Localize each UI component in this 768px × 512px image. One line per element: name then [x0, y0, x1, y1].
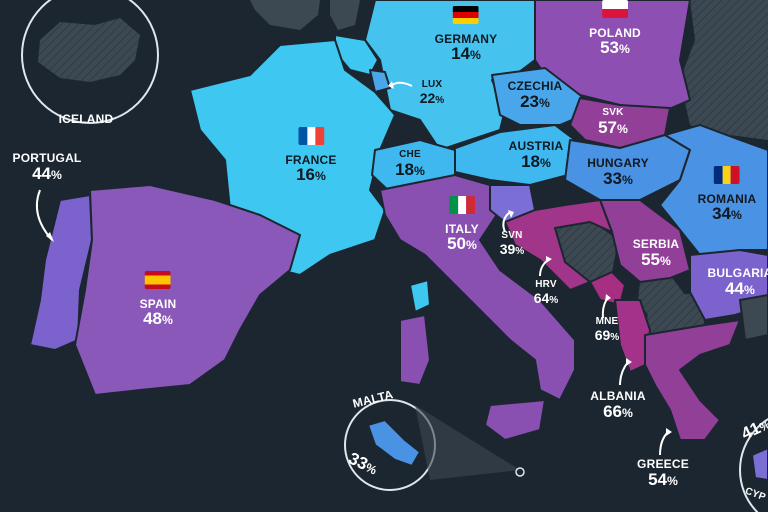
country-value: 50: [447, 234, 467, 254]
cyprus-inset-circle: [739, 418, 768, 512]
country-shape-greece: [644, 319, 741, 441]
country-shape-spain: [74, 184, 301, 396]
bosnia-no-data: [553, 220, 618, 282]
country-shape-cyprus: [751, 447, 768, 481]
label-che: CHE 18%: [395, 149, 425, 179]
label-hrv: HRV 64%: [533, 279, 559, 306]
label-portugal: PORTUGAL 44%: [12, 151, 82, 183]
label-svn: SVN 39%: [499, 230, 525, 257]
country-name: AUSTRIA: [508, 139, 564, 153]
malta-inset-beam: [415, 405, 520, 480]
country-value: 44: [32, 163, 52, 183]
country-shape-sicily: [484, 399, 546, 441]
country-name: CZECHIA: [507, 79, 563, 93]
country-name: SPAIN: [139, 296, 177, 311]
arrow-heads: [46, 81, 672, 436]
country-value: 18: [521, 151, 541, 171]
iceland-shape: [38, 18, 140, 82]
label-lux: LUX 22%: [419, 79, 445, 106]
germany-flag-icon: [453, 6, 479, 24]
country-value: 48: [143, 309, 163, 329]
country-shape-serbia: [599, 199, 691, 283]
label-albania: ALBANIA 66%: [590, 389, 646, 421]
label-spain: SPAIN 48%: [140, 271, 177, 328]
country-shape-turkey: [739, 294, 768, 341]
label-hungary: HUNGARY 33%: [587, 156, 649, 188]
country-name: LUX: [421, 79, 443, 90]
country-value: 64: [533, 289, 550, 306]
label-romania: ROMANIA 34%: [698, 166, 757, 223]
country-shape-lux: [369, 69, 391, 93]
country-name: FRANCE: [285, 152, 337, 167]
country-value: 16: [296, 165, 316, 185]
country-value: 44: [725, 278, 745, 298]
country-shape-malta: [367, 419, 421, 467]
label-iceland: ICELAND: [59, 113, 114, 126]
country-name: HUNGARY: [587, 156, 649, 170]
label-france: FRANCE 16%: [285, 127, 336, 184]
malta-location-marker: [515, 467, 525, 477]
country-value: 34: [712, 204, 732, 224]
country-name: POLAND: [589, 25, 641, 40]
iceland-inset-circle: [21, 0, 159, 124]
romania-flag-icon: [713, 166, 740, 184]
country-shape-sardinia: [399, 314, 431, 386]
country-value: 33: [603, 168, 623, 188]
arrow-svn: [502, 211, 511, 233]
label-greece: GREECE 54%: [637, 457, 689, 489]
country-value: 39: [499, 240, 516, 257]
country-value: 57: [598, 117, 618, 137]
country-value: 23: [520, 91, 540, 111]
country-value: 22: [419, 89, 436, 106]
label-mne: MNE 69%: [594, 316, 620, 343]
france-flag-icon: [297, 127, 324, 145]
country-name: GREECE: [637, 457, 689, 471]
country-value: 14: [451, 44, 471, 64]
label-germany: GERMANY 14%: [435, 6, 498, 63]
country-name: ALBANIA: [590, 389, 646, 403]
country-name: ITALY: [445, 221, 479, 236]
label-italy: ITALY 50%: [445, 196, 479, 253]
country-name: SVK: [602, 107, 624, 118]
country-value: 54: [648, 469, 668, 489]
country-shape-corsica: [409, 279, 431, 313]
label-svk: SVK 57%: [598, 107, 628, 137]
italy-flag-icon: [448, 196, 475, 214]
label-poland: POLAND 53%: [589, 0, 641, 57]
poland-flag-icon: [602, 0, 628, 18]
label-czechia: CZECHIA 23%: [507, 79, 563, 111]
label-serbia: SERBIA 55%: [632, 237, 680, 269]
country-name: PORTUGAL: [12, 151, 82, 165]
label-bulgaria: BULGARIA 44%: [708, 267, 768, 297]
country-name: GERMANY: [434, 31, 498, 46]
uk-fragment: [250, 0, 320, 30]
country-name: SVN: [501, 230, 523, 241]
country-name: ICELAND: [58, 112, 114, 126]
arrow-lux: [391, 81, 413, 87]
country-value: 66: [603, 401, 623, 421]
country-shape-germany: [364, 0, 541, 151]
country-value: 69: [594, 326, 611, 343]
country-name: ROMANIA: [697, 191, 757, 206]
country-name: MNE: [595, 316, 619, 327]
country-name: CHE: [399, 149, 421, 160]
spain-flag-icon: [144, 271, 171, 289]
country-name: HRV: [535, 279, 557, 290]
uk-fragment-2: [330, 0, 360, 30]
country-value: 18: [395, 159, 415, 179]
country-value: 55: [641, 249, 661, 269]
country-name: SERBIA: [632, 237, 680, 251]
label-austria: AUSTRIA 18%: [508, 139, 564, 171]
country-name: BULGARIA: [707, 266, 768, 280]
country-shape-mne: [589, 271, 626, 306]
country-shape-hrv: [504, 199, 613, 291]
country-value: 53: [600, 38, 620, 58]
ukraine-no-data: [690, 0, 768, 140]
